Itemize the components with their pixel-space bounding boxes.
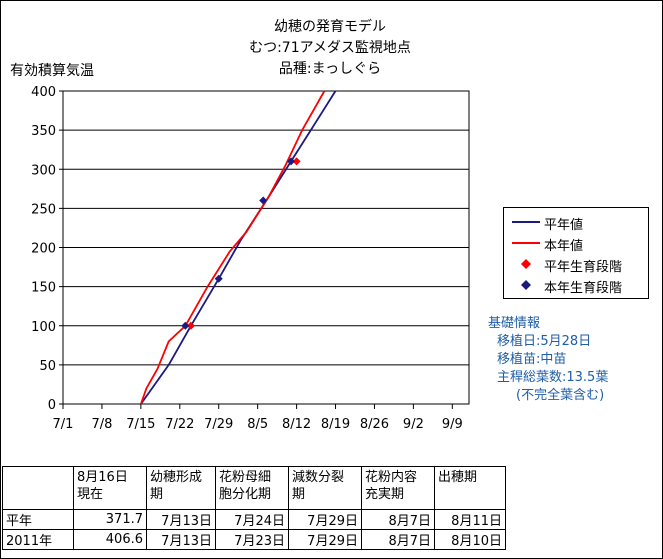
- x-tick-label: 8/12: [282, 417, 311, 432]
- y-tick-label: 400: [31, 85, 56, 100]
- y-tick-label: 150: [31, 281, 56, 296]
- chart-title: 幼穂の発育モデル: [274, 19, 386, 35]
- x-tick-label: 7/8: [91, 417, 112, 432]
- cell-heinen-pollen-filling: 8月7日: [361, 509, 435, 530]
- series-line-1: [140, 90, 326, 405]
- series-marker-2: [186, 321, 195, 330]
- chart-subtitle-variety: 品種:まっしぐら: [278, 61, 382, 77]
- legend-marker-heinen-stage: [521, 259, 531, 269]
- table-row-heinen: 平年 371.7 7月13日 7月24日 7月29日 8月7日 8月11日: [2, 509, 506, 530]
- table-row-2011: 2011年 406.6 7月13日 7月23日 7月29日 8月7日 8月10日: [2, 529, 506, 550]
- header-cell-pollen-mother-cell: 花粉母細 胞分化期: [215, 466, 289, 510]
- x-tick-label: 8/26: [360, 417, 389, 432]
- cell-heinen-pollen-mother-cell: 7月24日: [215, 509, 289, 530]
- y-tick-label: 300: [31, 163, 56, 178]
- legend-swatch-honnen: [512, 242, 540, 244]
- header-cell-corner: [2, 466, 74, 510]
- header-cell-heading: 出穂期: [434, 466, 506, 510]
- row-label-heinen: 平年: [2, 509, 74, 530]
- y-tick-label: 350: [31, 124, 56, 139]
- legend-item-heinen-stage: 平年生育段階: [504, 255, 648, 275]
- x-tick-label: 7/29: [204, 417, 233, 432]
- growth-stage-table: 8月16日 現在 幼穂形成期 花粉母細 胞分化期 減数分裂期 花粉内容 充実期 出穂期…: [2, 466, 506, 550]
- x-tick-label: 7/22: [165, 417, 194, 432]
- y-axis-label: 有効積算気温: [10, 63, 94, 79]
- legend-label-honnen: 本年値: [544, 239, 584, 254]
- chart-subtitle-station: むつ:71アメダス監視地点: [249, 40, 411, 56]
- cell-heinen-heading: 8月11日: [434, 509, 506, 530]
- legend-label-heinen-stage: 平年生育段階: [544, 260, 623, 275]
- info-seedling-type: 移植苗:中苗: [497, 352, 567, 367]
- cell-2011-meiosis: 7月29日: [288, 529, 362, 550]
- series-marker-3: [259, 196, 268, 205]
- cell-2011-heading: 8月10日: [434, 529, 506, 550]
- y-tick-label: 250: [31, 202, 56, 217]
- cell-2011-current: 406.6: [73, 529, 147, 550]
- y-tick-label: 50: [39, 359, 56, 374]
- cell-heinen-current: 371.7: [73, 509, 147, 530]
- series-marker-3: [181, 321, 190, 330]
- basic-info-heading: 基礎情報: [488, 316, 541, 331]
- legend-item-honnen: 本年値: [504, 234, 648, 254]
- y-tick-label: 0: [48, 398, 56, 413]
- legend-item-heinen: 平年値: [504, 213, 648, 233]
- cell-heinen-panicle-formation: 7月13日: [146, 509, 216, 530]
- row-label-2011: 2011年: [2, 529, 74, 550]
- header-cell-current: 8月16日 現在: [73, 466, 147, 510]
- header-cell-meiosis: 減数分裂期: [288, 466, 362, 510]
- header-cell-panicle-formation: 幼穂形成期: [146, 466, 216, 510]
- header-cell-pollen-filling: 花粉内容 充実期: [361, 466, 435, 510]
- cell-2011-pollen-mother-cell: 7月23日: [215, 529, 289, 550]
- cell-2011-panicle-formation: 7月13日: [146, 529, 216, 550]
- series-marker-3: [287, 157, 296, 166]
- x-tick-label: 7/15: [126, 417, 155, 432]
- cell-heinen-meiosis: 7月29日: [288, 509, 362, 530]
- x-tick-label: 8/19: [321, 417, 350, 432]
- legend-swatch-heinen: [512, 221, 540, 223]
- legend-marker-honnen-stage: [521, 280, 531, 290]
- series-marker-2: [292, 157, 301, 166]
- y-tick-label: 100: [31, 320, 56, 335]
- legend: 平年値 本年値 平年生育段階 本年生育段階: [503, 207, 649, 299]
- info-leaf-count: 主稈総葉数:13.5葉: [497, 370, 609, 385]
- x-tick-label: 9/9: [442, 417, 463, 432]
- legend-label-heinen: 平年値: [544, 218, 584, 233]
- series-marker-3: [214, 274, 223, 283]
- line-chart: 0 50 100 150 200 250 300 350 400 7/1 7/8 7/15 7/22 7/…: [31, 85, 470, 432]
- y-tick-label: 200: [31, 242, 56, 257]
- info-leaf-note: (不完全葉含む): [516, 388, 605, 403]
- x-tick-label: 7/1: [53, 417, 74, 432]
- legend-item-honnen-stage: 本年生育段階: [504, 276, 648, 296]
- x-tick-label: 9/2: [403, 417, 424, 432]
- basic-info: 基礎情報 移植日:5月28日 移植苗:中苗 主稈総葉数:13.5葉 (不完全葉含…: [488, 315, 608, 405]
- table-header-row: 8月16日 現在 幼穂形成期 花粉母細 胞分化期 減数分裂期 花粉内容 充実期 出穂期: [2, 466, 506, 510]
- legend-label-honnen-stage: 本年生育段階: [544, 281, 623, 296]
- x-tick-label: 8/5: [247, 417, 268, 432]
- info-transplant-date: 移植日:5月28日: [497, 334, 592, 349]
- series-line-0: [140, 90, 337, 405]
- cell-2011-pollen-filling: 8月7日: [361, 529, 435, 550]
